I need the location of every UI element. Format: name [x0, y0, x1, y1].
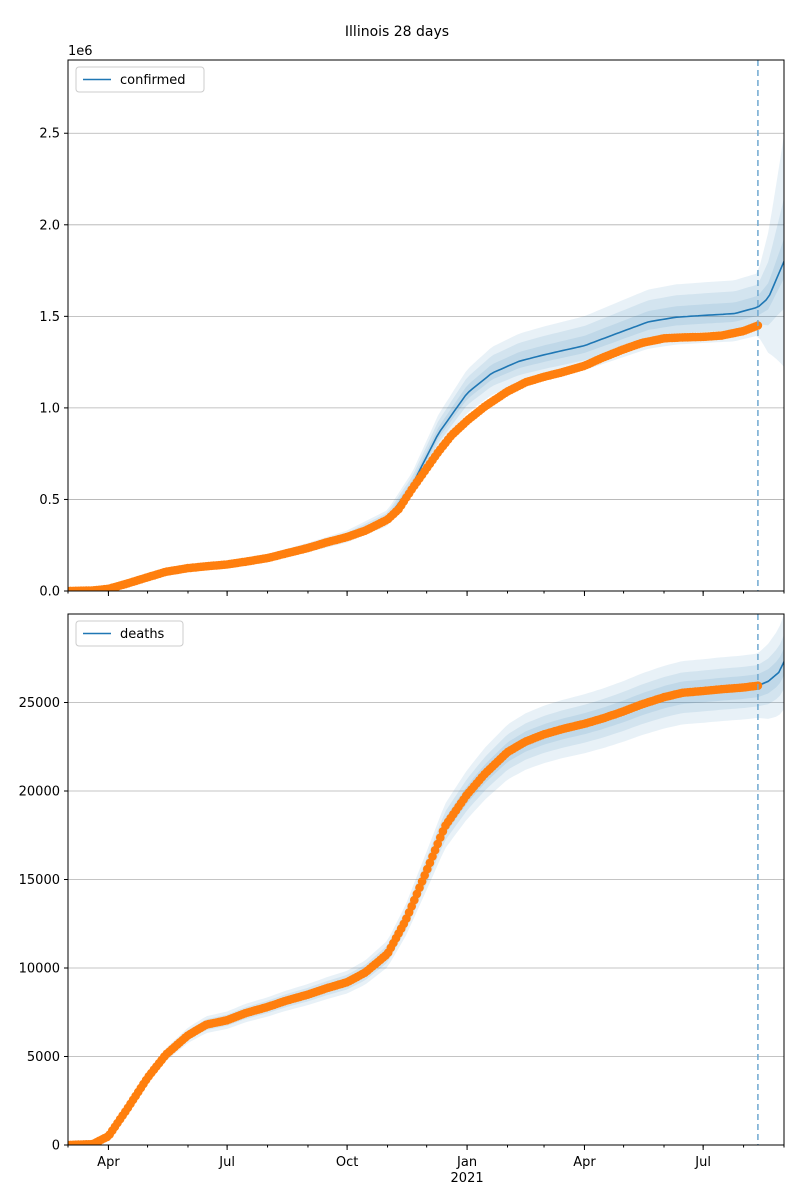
uncertainty-bands: [68, 134, 784, 591]
plot-frame: [67, 59, 785, 592]
y-tick-label: 0.0: [39, 585, 60, 600]
legend: deaths: [75, 620, 184, 647]
x-tick-label: Apr: [97, 1155, 120, 1170]
y-scale-label: 1e6: [68, 44, 93, 59]
figure-title: Illinois 28 days: [345, 24, 449, 40]
y-tick-label: 20000: [19, 785, 60, 800]
y-tick-label: 15000: [19, 873, 60, 888]
deaths-panel: 0 5000 10000 15000 20000 25000 Apr Jul Oct Jan Apr…: [19, 613, 785, 1186]
legend-label: deaths: [120, 627, 165, 642]
x-year-label: 2021: [451, 1171, 484, 1186]
legend: confirmed: [75, 66, 205, 93]
y-tick-label: 1.0: [39, 401, 60, 416]
y-tick-label: 0: [52, 1139, 60, 1154]
x-tick-label: Oct: [336, 1155, 358, 1170]
confirmed-panel: 0.0 0.5 1.0 1.5 2.0 2.5 1e6 confirmed: [39, 44, 785, 600]
x-tick-label: Jul: [694, 1155, 711, 1170]
legend-box: [75, 620, 184, 647]
x-tick-label: Jul: [218, 1155, 235, 1170]
legend-label: confirmed: [120, 73, 186, 88]
y-tick-label: 10000: [19, 962, 60, 977]
band-outer: [68, 134, 784, 591]
y-tick-label: 1.5: [39, 310, 60, 325]
model-line: [757, 661, 784, 687]
band-inner: [68, 648, 784, 1145]
band-middle: [68, 198, 784, 591]
observed-points: [68, 321, 763, 591]
y-tick-label: 2.5: [39, 127, 60, 142]
y-tick-label: 2.0: [39, 218, 60, 233]
x-tick-label: Jan: [456, 1155, 477, 1170]
observed-points: [68, 681, 763, 1145]
y-tick-label: 25000: [19, 696, 60, 711]
x-tick-label: Apr: [573, 1155, 596, 1170]
legend-box: [75, 66, 205, 93]
y-tick-label: 0.5: [39, 493, 60, 508]
y-tick-label: 5000: [27, 1050, 60, 1065]
band-middle: [68, 634, 784, 1145]
